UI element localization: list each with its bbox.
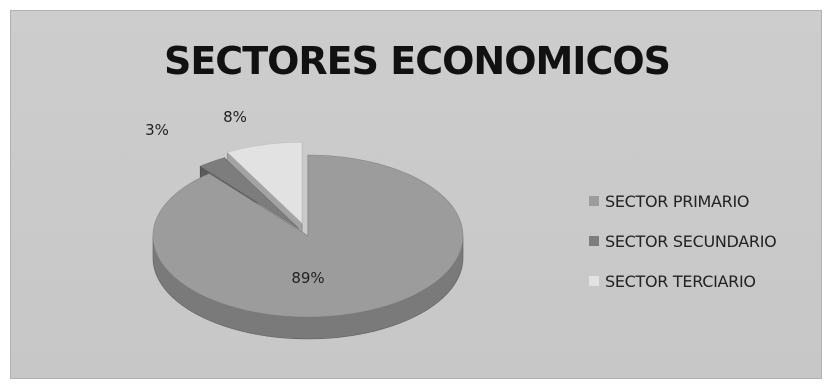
pie-slice-terciario	[226, 141, 303, 224]
legend-swatch-terciario	[589, 276, 599, 286]
legend-item-primario: SECTOR PRIMARIO	[589, 181, 776, 221]
legend-swatch-secundario	[589, 236, 599, 246]
legend: SECTOR PRIMARIO SECTOR SECUNDARIO SECTOR…	[589, 181, 777, 301]
legend-label-secundario: SECTOR SECUNDARIO	[605, 231, 777, 251]
legend-label-terciario: SECTOR TERCIARIO	[605, 271, 756, 291]
chart-title: SECTORES ECONOMICOS	[163, 39, 671, 83]
legend-label-primario: SECTOR PRIMARIO	[605, 191, 750, 211]
legend-swatch-primario	[589, 196, 599, 206]
chart-area: SECTORES ECONOMICOS 89% 3% 8% SECTOR PRIMA…	[10, 10, 822, 379]
pie-labels: 89% 3% 8%	[145, 108, 325, 287]
pie-tops	[152, 141, 464, 318]
pie-slice-secundario	[199, 157, 300, 229]
data-label-terciario: 8%	[223, 108, 247, 126]
data-label-secundario: 3%	[145, 121, 169, 139]
pie-slice-primario	[152, 154, 464, 318]
data-label-primario: 89%	[291, 269, 324, 287]
legend-item-terciario: SECTOR TERCIARIO	[589, 261, 776, 301]
legend-item-secundario: SECTOR SECUNDARIO	[589, 221, 777, 261]
pie-plot: 89% 3% 8%	[145, 108, 464, 340]
